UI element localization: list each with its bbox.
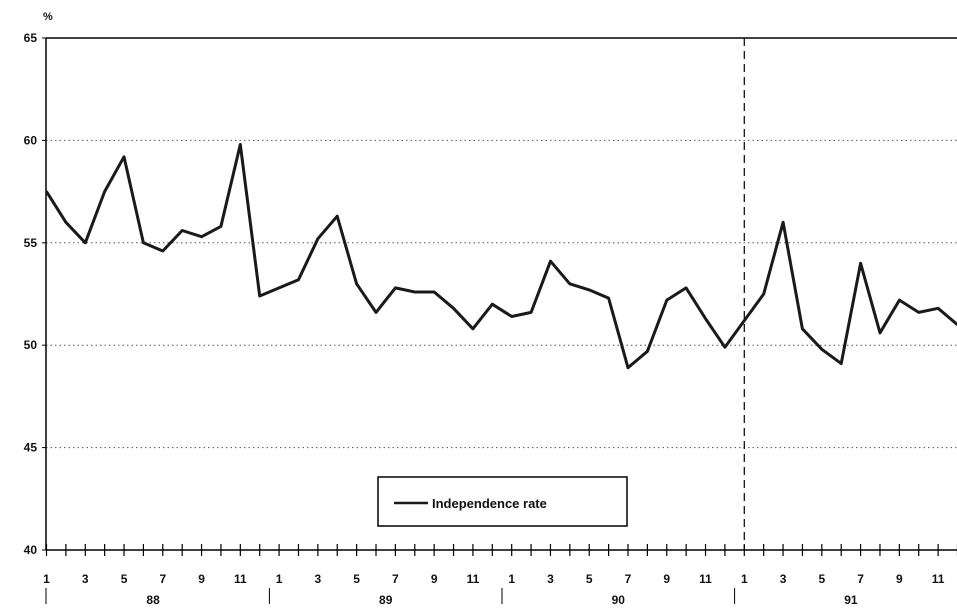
x-tick-label: 7 [857,572,864,586]
data-point [607,297,609,299]
x-tick-label: 5 [121,572,128,586]
data-point [317,238,319,240]
data-point [782,221,784,223]
data-point [84,242,86,244]
data-point [259,295,261,297]
x-tick-label: 1 [508,572,515,586]
year-label: 91 [844,593,858,604]
data-point [569,283,571,285]
data-point [433,291,435,293]
x-tick-label: 11 [467,572,480,586]
data-point [414,291,416,293]
data-point [646,350,648,352]
x-tick-label: 9 [896,572,903,586]
y-tick-label: 60 [24,133,38,147]
data-point [762,293,764,295]
data-point [472,328,474,330]
data-point [452,307,454,309]
series-line-independence-rate [47,145,957,368]
data-point [724,346,726,348]
data-point [879,332,881,334]
data-point [123,156,125,158]
data-point [801,328,803,330]
data-point [200,235,202,237]
x-tick-label: 7 [625,572,632,586]
data-point [937,307,939,309]
x-tick-label: 11 [699,572,712,586]
x-tick-label: 1 [276,572,283,586]
data-point [549,260,551,262]
x-tick-label: 7 [392,572,399,586]
x-tick-label: 3 [780,572,787,586]
y-tick-label: 40 [24,543,38,557]
data-point [685,287,687,289]
data-point [821,348,823,350]
data-point [918,311,920,313]
grid-lines [46,140,957,447]
y-tick-label: 65 [24,31,38,45]
data-point [859,262,861,264]
y-tick-label: 55 [24,236,38,250]
data-point [743,319,745,321]
legend-entry-label: Independence rate [432,496,547,511]
legend: Independence rate [378,477,627,526]
data-point [704,317,706,319]
x-tick-label: 11 [932,572,945,586]
data-point [336,215,338,217]
x-tick-label: 9 [663,572,670,586]
data-point [375,311,377,313]
x-tick-label: 3 [82,572,89,586]
x-tick-label: 3 [315,572,322,586]
x-tick-label: 5 [586,572,593,586]
x-tick-label: 1 [741,572,748,586]
data-point [510,315,512,317]
y-tick-label: 45 [24,441,38,455]
plot-frame [46,38,957,550]
data-point [491,303,493,305]
data-point [627,367,629,369]
data-point [394,287,396,289]
y-unit-label: % [43,11,53,23]
data-point [355,283,357,285]
x-tick-label: 5 [818,572,825,586]
series-group [45,143,957,369]
data-point [103,190,105,192]
x-tick-label: 5 [353,572,360,586]
data-point [588,289,590,291]
x-tick-label: 9 [431,572,438,586]
x-tick-label: 3 [547,572,554,586]
year-label: 88 [146,593,160,604]
data-point [162,250,164,252]
x-tick-label: 7 [159,572,166,586]
y-tick-label: 50 [24,338,38,352]
year-labels: 88 89 90 91 [46,588,858,604]
data-point [65,221,67,223]
data-point [530,311,532,313]
x-tick-label: 9 [198,572,205,586]
data-point [840,362,842,364]
data-point [297,278,299,280]
data-point [666,299,668,301]
x-tick-label: 1 [43,572,50,586]
year-label: 89 [379,593,393,604]
year-label: 90 [612,593,626,604]
data-point [278,287,280,289]
data-point [45,190,47,192]
data-point [220,225,222,227]
data-point [142,242,144,244]
data-point [239,143,241,145]
data-point [181,229,183,231]
data-point [898,299,900,301]
x-tick-label: 11 [234,572,247,586]
y-tick-labels: 40 45 50 55 60 65 [24,31,46,557]
